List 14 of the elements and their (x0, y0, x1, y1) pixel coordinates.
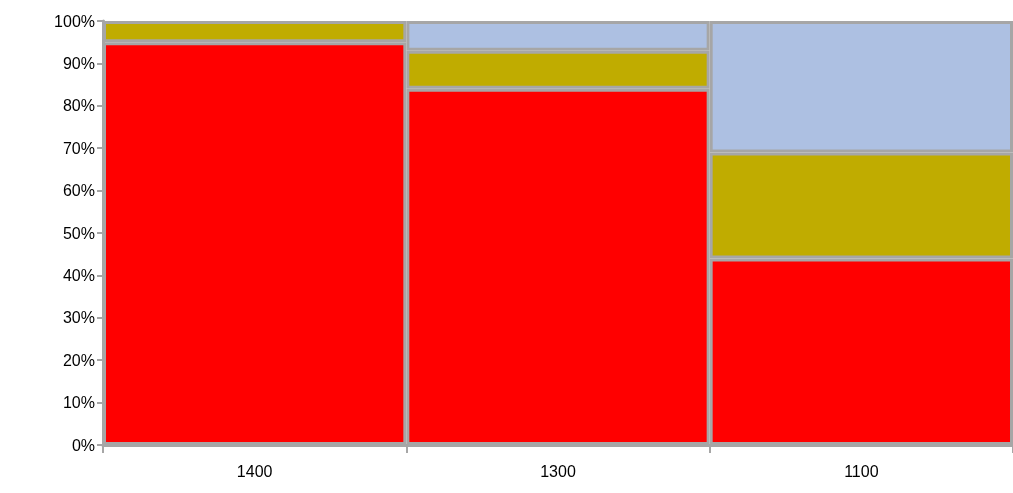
y-tick-label: 10% (62, 394, 95, 412)
y-tick-label: 70% (62, 139, 95, 157)
y-tick-label: 80% (62, 97, 95, 115)
y-tick-label: 100% (54, 12, 95, 30)
y-tick-label: 60% (62, 182, 95, 200)
x-tick-label: 1100 (844, 462, 879, 480)
y-tick-label: 50% (62, 224, 95, 242)
x-tick-label: 1400 (236, 462, 273, 480)
y-tick-label: 30% (62, 309, 95, 327)
y-tick-label: 20% (62, 351, 95, 369)
y-tick-label: 90% (62, 54, 95, 72)
x-tick-label: 1300 (540, 462, 576, 480)
y-tick-label: 0% (71, 436, 95, 454)
y-tick-label: 40% (62, 266, 95, 284)
